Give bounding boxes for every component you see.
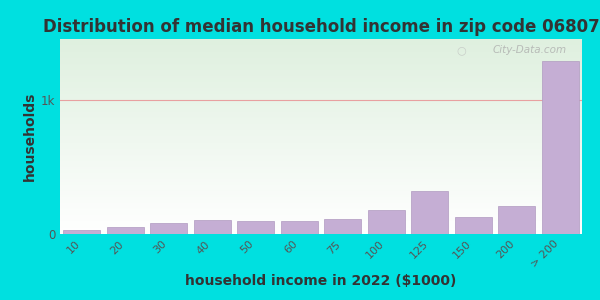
Title: Distribution of median household income in zip code 06807: Distribution of median household income … xyxy=(43,18,599,36)
Text: ○: ○ xyxy=(457,45,466,55)
Bar xyxy=(281,220,318,234)
Y-axis label: households: households xyxy=(23,92,37,181)
Bar xyxy=(368,211,405,234)
Bar xyxy=(194,220,231,234)
Bar xyxy=(455,217,492,234)
Bar xyxy=(237,221,274,234)
Bar xyxy=(542,61,579,234)
Bar xyxy=(107,227,144,234)
Bar xyxy=(411,191,448,234)
Bar xyxy=(150,223,187,234)
Text: City-Data.com: City-Data.com xyxy=(492,45,566,55)
Bar xyxy=(63,230,100,234)
Bar xyxy=(498,206,535,234)
X-axis label: household income in 2022 ($1000): household income in 2022 ($1000) xyxy=(185,274,457,288)
Bar xyxy=(324,218,361,234)
